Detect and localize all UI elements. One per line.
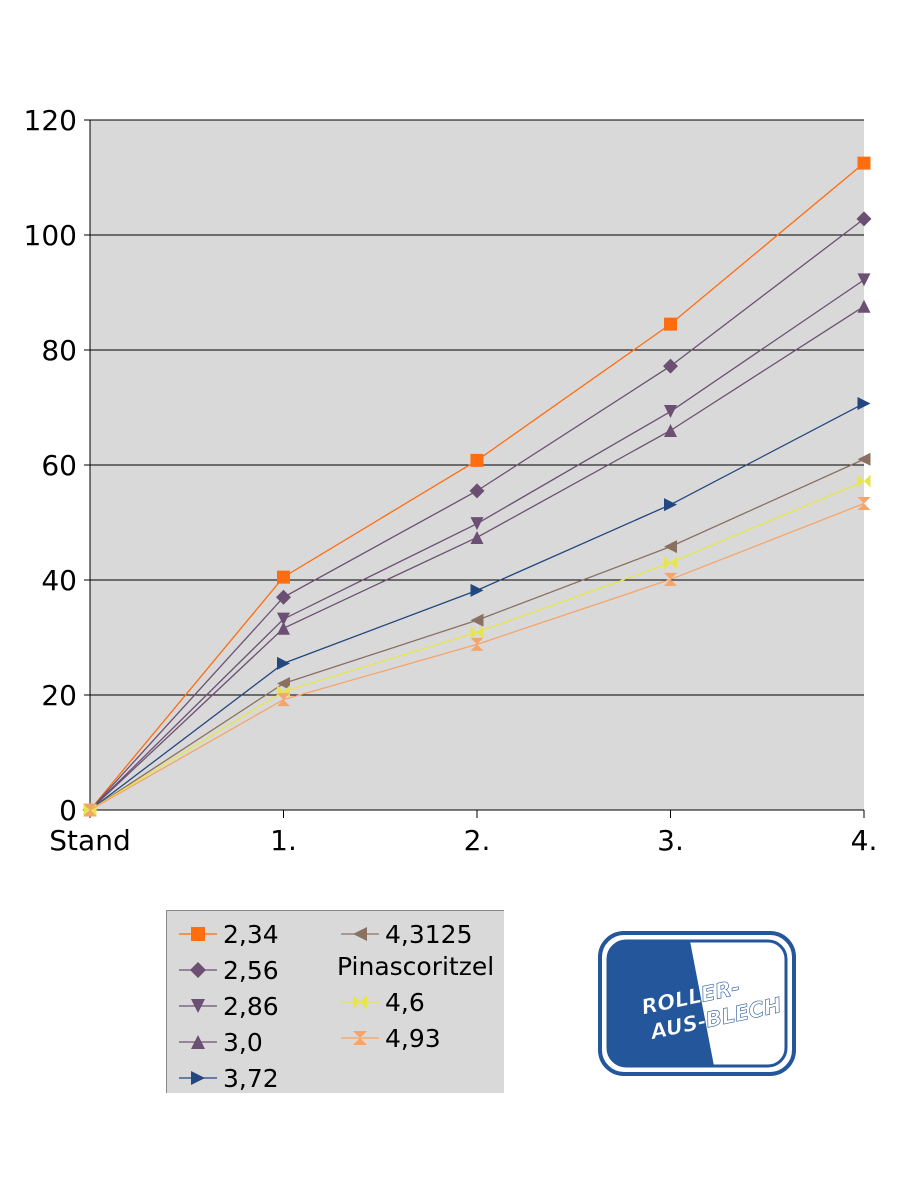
legend-symbol <box>353 927 367 941</box>
x-tick-label: 4. <box>851 824 878 857</box>
legend-marker <box>179 1035 217 1049</box>
x-tick-label: 3. <box>657 824 684 857</box>
data-point <box>664 572 677 586</box>
legend-item-4-6: 4,6 <box>339 987 425 1017</box>
legend-marker <box>179 1071 217 1085</box>
legend-label: 4,93 <box>385 1023 441 1053</box>
y-tick-label: 80 <box>41 334 77 367</box>
data-point <box>470 637 484 651</box>
legend-symbol <box>190 962 206 978</box>
legend-symbol <box>353 1031 367 1045</box>
legend-item-4-93: 4,93 <box>339 1023 441 1053</box>
roller-aus-blech-logo: ROLLER- AUS-BLECH <box>598 931 796 1076</box>
legend-marker <box>341 995 379 1009</box>
data-point <box>277 612 290 626</box>
data-point <box>664 540 677 554</box>
data-point <box>276 589 291 605</box>
data-point <box>470 453 484 467</box>
legend-symbol <box>191 1035 205 1049</box>
legend-symbol <box>191 1071 205 1085</box>
legend-item-3-72: 3,72 <box>177 1063 279 1093</box>
series-2-86 <box>83 273 871 817</box>
legend-label: 3,0 <box>223 1027 263 1057</box>
data-point <box>857 474 871 488</box>
data-point <box>857 273 871 287</box>
x-tick-label: 1. <box>270 824 297 857</box>
data-point <box>664 424 677 437</box>
legend-item-2-56: 2,56 <box>177 955 279 985</box>
legend-label: 2,34 <box>223 919 279 949</box>
data-point <box>277 570 290 584</box>
legend-label: 2,56 <box>223 955 279 985</box>
legend-group-heading: Pinascoritzel <box>337 952 495 981</box>
x-tick-label: Stand <box>49 824 130 857</box>
chart-legend: 2,34 2,56 2,86 3,0 3,72 4,3125 Pinascori… <box>166 910 504 1093</box>
legend-symbol <box>191 999 205 1013</box>
legend-marker <box>179 927 217 941</box>
data-point <box>664 556 677 570</box>
data-point <box>277 656 290 670</box>
y-tick-label: 120 <box>24 104 77 137</box>
y-tick-label: 0 <box>59 794 77 827</box>
legend-marker <box>341 927 379 941</box>
data-point <box>83 803 97 817</box>
data-point <box>664 317 677 331</box>
series-layer <box>82 156 872 818</box>
legend-marker <box>341 1031 379 1045</box>
tick-labels: 0 20 40 60 80 100 120 Stand 1. 2. 3. 4. <box>24 104 878 857</box>
data-point <box>470 625 484 639</box>
legend-item-2-34: 2,34 <box>177 919 279 949</box>
legend-item-4-3125: 4,3125 <box>339 919 472 949</box>
legend-symbol <box>353 995 367 1009</box>
legend-item-2-86: 2,86 <box>177 991 279 1021</box>
data-point <box>470 517 484 531</box>
legend-label: 4,3125 <box>385 919 473 949</box>
legend-marker <box>179 962 217 978</box>
data-point <box>857 396 871 410</box>
data-point <box>470 583 484 597</box>
data-point <box>857 497 871 511</box>
data-point <box>470 530 484 544</box>
x-tick-label: 2. <box>464 824 491 857</box>
logo-blue-panel <box>608 941 714 1066</box>
legend-label: 4,6 <box>385 987 425 1017</box>
data-point <box>663 358 678 374</box>
logo-inner-frame <box>606 939 788 1068</box>
data-point <box>857 452 871 466</box>
data-point <box>857 156 871 170</box>
series-4-93 <box>83 497 871 817</box>
legend-marker <box>179 999 217 1013</box>
line-chart: 0 20 40 60 80 100 120 Stand 1. 2. 3. 4. <box>24 104 878 857</box>
data-point <box>277 677 290 690</box>
y-tick-label: 100 <box>24 219 77 252</box>
legend-label: 3,72 <box>223 1063 279 1093</box>
data-point <box>469 483 485 499</box>
data-point <box>856 211 872 227</box>
legend-symbol <box>191 927 205 941</box>
legend-item-3-0: 3,0 <box>177 1027 263 1057</box>
data-point <box>277 621 290 635</box>
data-point <box>470 613 484 627</box>
data-point <box>664 498 677 512</box>
y-tick-label: 60 <box>41 449 77 482</box>
y-tick-label: 20 <box>41 679 77 712</box>
data-point <box>664 405 677 419</box>
y-tick-label: 40 <box>41 564 77 597</box>
legend-label: 2,86 <box>223 991 279 1021</box>
series-line <box>89 502 865 811</box>
data-point <box>277 693 290 707</box>
data-point <box>857 299 871 313</box>
